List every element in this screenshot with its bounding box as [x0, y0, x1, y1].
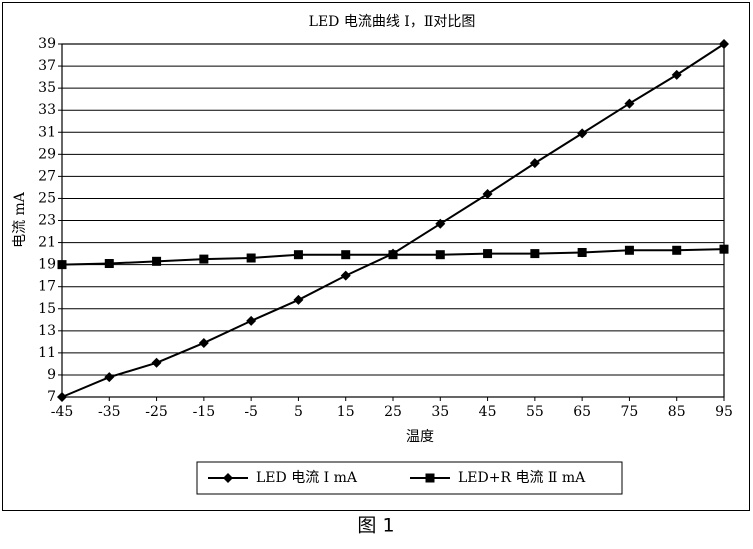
- marker: [482, 189, 493, 200]
- x-tick-label: 45: [479, 404, 497, 420]
- x-tick-label: 85: [668, 404, 686, 420]
- marker: [104, 372, 115, 383]
- marker: [529, 158, 540, 169]
- marker: [624, 245, 634, 255]
- y-tick-label: 27: [38, 168, 56, 184]
- chart-title: LED 电流曲线 Ⅰ，Ⅱ对比图: [309, 14, 476, 30]
- marker: [719, 244, 729, 254]
- marker: [388, 250, 398, 260]
- marker: [152, 256, 162, 266]
- x-tick-label: 15: [337, 404, 355, 420]
- y-tick-label: 11: [38, 345, 56, 361]
- marker: [530, 249, 540, 259]
- marker: [151, 357, 162, 368]
- marker: [425, 473, 435, 483]
- marker: [671, 69, 682, 80]
- x-tick-label: 55: [526, 404, 544, 420]
- marker: [293, 294, 304, 305]
- marker: [672, 245, 682, 255]
- x-tick-label: 35: [431, 404, 449, 420]
- legend-label: LED+R 电流 Ⅱ mA: [458, 470, 586, 486]
- x-tick-label: -45: [51, 404, 74, 420]
- y-tick-label: 39: [38, 36, 56, 52]
- y-tick-label: 17: [38, 279, 56, 295]
- y-tick-label: 25: [38, 190, 56, 206]
- marker: [719, 39, 729, 49]
- figure-caption: 图 1: [357, 515, 394, 537]
- y-tick-label: 21: [38, 235, 56, 251]
- y-tick-label: 15: [38, 301, 56, 317]
- y-tick-label: 7: [47, 389, 56, 405]
- marker: [199, 254, 209, 264]
- marker: [340, 270, 351, 281]
- y-axis-label: 电流 mA: [12, 191, 28, 248]
- y-tick-label: 19: [38, 257, 56, 273]
- marker: [293, 250, 303, 260]
- legend-label: LED 电流 Ⅰ mA: [256, 470, 358, 486]
- x-tick-label: 95: [715, 404, 733, 420]
- marker: [246, 315, 257, 326]
- legend-box: [196, 461, 623, 495]
- marker: [57, 392, 67, 402]
- x-tick-label: 5: [294, 404, 303, 420]
- marker: [57, 260, 67, 270]
- marker: [198, 337, 209, 348]
- y-tick-label: 9: [47, 367, 56, 383]
- y-tick-label: 29: [38, 146, 56, 162]
- y-tick-label: 23: [38, 213, 56, 229]
- y-tick-label: 13: [38, 323, 56, 339]
- x-tick-label: 65: [573, 404, 591, 420]
- marker: [624, 98, 635, 109]
- marker: [223, 473, 233, 483]
- marker: [483, 249, 493, 259]
- x-tick-label: -15: [193, 404, 216, 420]
- y-tick-label: 37: [38, 58, 56, 74]
- x-tick-label: -25: [145, 404, 168, 420]
- x-axis-label: 温度: [406, 429, 434, 445]
- marker: [435, 218, 446, 229]
- x-tick-label: 75: [621, 404, 639, 420]
- x-tick-label: -35: [98, 404, 121, 420]
- y-tick-label: 31: [38, 124, 56, 140]
- y-tick-label: 35: [38, 80, 56, 96]
- marker: [435, 250, 445, 260]
- marker: [246, 253, 256, 263]
- x-tick-label: -5: [244, 404, 258, 420]
- chart-frame: [2, 2, 750, 511]
- marker: [341, 250, 351, 260]
- y-tick-label: 33: [38, 102, 56, 118]
- x-tick-label: 25: [384, 404, 402, 420]
- marker: [577, 128, 588, 139]
- marker: [104, 259, 114, 269]
- plot-border: [61, 43, 725, 398]
- marker: [577, 247, 587, 257]
